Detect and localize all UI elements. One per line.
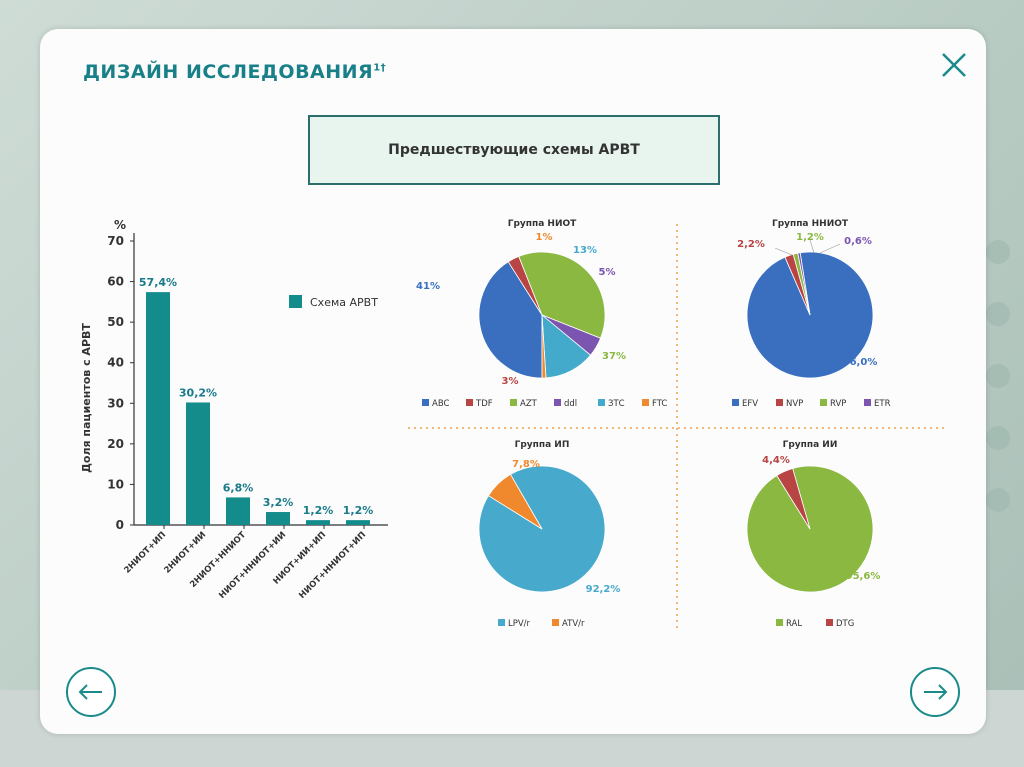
- prev-button[interactable]: [66, 667, 116, 717]
- y-tick-label: 30: [107, 396, 124, 410]
- bar-value-label: 57,4%: [139, 276, 177, 289]
- y-unit-label: %: [114, 218, 126, 232]
- schemes-header-label: Предшествующие схемы АРВТ: [388, 142, 640, 158]
- pie-legend-label: FTC: [652, 399, 667, 409]
- pie-label: 0,6%: [844, 236, 872, 247]
- pie-label: 3%: [502, 376, 519, 387]
- charts-canvas: % 0 10 20 30 40 50 60 70 Доля пациентов с АРВТ 57,…: [80, 218, 944, 629]
- arrow-left-icon: [78, 684, 102, 700]
- bar-value-label: 30,2%: [179, 386, 217, 399]
- arrow-right-icon: [924, 684, 948, 700]
- bar-value-label: 1,2%: [303, 504, 334, 517]
- pie-title: Группа ИП: [515, 440, 570, 450]
- bar-2: [186, 402, 210, 525]
- pie-label: 2,2%: [737, 239, 765, 250]
- page-title: ДИЗАЙН ИССЛЕДОВАНИЯ1†: [83, 61, 387, 83]
- x-tick-label: НИОТ+ННИОТ+ИП: [297, 530, 368, 601]
- pie-legend-swatch: [510, 399, 517, 406]
- pie-legend-swatch: [864, 399, 871, 406]
- pie-legend-label: ATV/r: [562, 619, 585, 629]
- bar-5: [306, 520, 330, 525]
- pie-legend-swatch: [466, 399, 473, 406]
- bar-value-label: 3,2%: [263, 496, 294, 509]
- pie-slice-FTC: [541, 314, 547, 379]
- pie-legend-swatch: [732, 399, 739, 406]
- y-tick-label: 60: [107, 275, 124, 289]
- pie-legend-label: RVP: [830, 399, 846, 409]
- pie-label: 7,8%: [512, 459, 540, 470]
- pie-slice-ATV/r: [487, 473, 543, 530]
- pie-legend-label: ETR: [874, 399, 891, 409]
- pie-legend-label: DTG: [836, 619, 854, 629]
- pie-legend-swatch: [554, 399, 561, 406]
- x-tick-label: 2НИОТ+ИП: [123, 530, 169, 576]
- pie-legend-label: EFV: [742, 399, 758, 409]
- background-dots: [986, 240, 1016, 512]
- pie-title: Группа ННИОТ: [772, 219, 849, 229]
- y-tick-label: 70: [107, 234, 124, 248]
- pie-legend-swatch: [422, 399, 429, 406]
- pie-slice-AZT: [518, 251, 606, 339]
- pie-label: 5%: [599, 267, 616, 278]
- y-tick-label: 0: [116, 518, 124, 532]
- pie-label: 96,0%: [843, 357, 878, 368]
- bar-1: [146, 292, 170, 525]
- pie-legend-swatch: [820, 399, 827, 406]
- bar-6: [346, 520, 370, 525]
- schemes-header-box: Предшествующие схемы АРВТ: [308, 115, 720, 185]
- pie-label: 41%: [416, 281, 440, 292]
- pie-label: 13%: [573, 245, 597, 256]
- legend-swatch: [289, 295, 302, 308]
- pie-legend-label: ddl: [564, 399, 577, 409]
- pie-legend-label: AZT: [520, 399, 538, 409]
- pie-legend-label: LPV/r: [508, 619, 531, 629]
- pie-legend-label: TDF: [475, 399, 493, 409]
- pie-legend-swatch: [552, 619, 559, 626]
- pie-slice-ETR: [797, 252, 811, 316]
- y-tick-label: 20: [107, 437, 124, 451]
- pie-slice-DTG: [776, 467, 811, 530]
- pie-legend-swatch: [776, 399, 783, 406]
- pie-legend-label: NVP: [786, 399, 803, 409]
- bar-3: [226, 497, 250, 525]
- pie-legend-swatch: [498, 619, 505, 626]
- x-tick-label: НИОТ+ННИОТ+ИИ: [217, 530, 288, 601]
- bar-value-label: 1,2%: [343, 504, 374, 517]
- bar-4: [266, 512, 290, 525]
- legend-label: Схема АРВТ: [310, 296, 378, 309]
- pie-title: Группа НИОТ: [508, 219, 577, 229]
- pie-legend-swatch: [826, 619, 833, 626]
- bar-value-label: 6,8%: [223, 481, 254, 494]
- y-axis-label: Доля пациентов с АРВТ: [80, 323, 93, 473]
- pie-label: 1%: [536, 232, 553, 243]
- pie-label: 37%: [602, 351, 626, 362]
- pie-legend-swatch: [598, 399, 605, 406]
- pie-label: 92,2%: [586, 584, 621, 595]
- modal-card: ДИЗАЙН ИССЛЕДОВАНИЯ1† Предшествующие схе…: [40, 29, 986, 734]
- pie-label: 1,2%: [796, 232, 824, 243]
- y-tick-label: 50: [107, 315, 124, 329]
- pie-legend-label: RAL: [786, 619, 802, 629]
- leader-line: [809, 239, 815, 254]
- pie-label: 95,6%: [846, 571, 881, 582]
- y-tick-label: 40: [107, 356, 124, 370]
- pie-legend-swatch: [642, 399, 649, 406]
- pie-legend-label: ЗТС: [608, 399, 625, 409]
- pie-label: 4,4%: [762, 455, 790, 466]
- pie-legend-swatch: [776, 619, 783, 626]
- y-tick-label: 10: [107, 477, 124, 491]
- pie-title: Группа ИИ: [783, 440, 838, 450]
- leader-line: [819, 243, 841, 254]
- next-button[interactable]: [910, 667, 960, 717]
- close-icon[interactable]: [940, 51, 968, 79]
- pie-legend-label: ABC: [432, 399, 449, 409]
- leader-line: [774, 247, 793, 256]
